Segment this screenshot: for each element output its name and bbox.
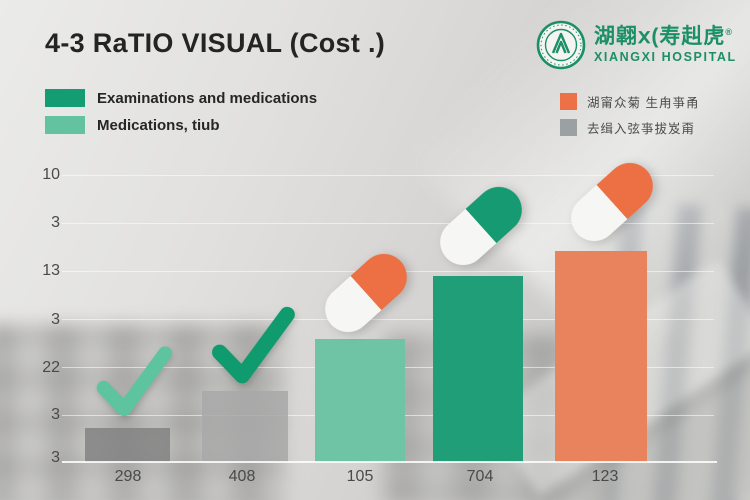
x-tick-label: 704 [466, 468, 494, 485]
bar-1 [85, 428, 170, 462]
legend-swatch-orange [560, 93, 577, 110]
legend-swatch-dark-green [45, 89, 85, 107]
y-tick-label: 13 [42, 262, 60, 279]
gridline [62, 319, 714, 320]
y-tick-label: 3 [51, 406, 60, 423]
y-tick-label: 22 [42, 359, 60, 376]
legend-swatch-gray [560, 119, 577, 136]
legend-swatch-light-green [45, 116, 85, 134]
bar-2 [202, 391, 288, 462]
hospital-name-cn: 湖翶ⅹ(寿赳虎® [594, 25, 734, 48]
page-title: 4-3 RaTIO VISUAL (Cost .) [45, 28, 386, 58]
checkmark-icon [212, 306, 295, 384]
x-tick-label: 123 [591, 468, 619, 485]
legend-item-orange: 湖甯众菊 生甪亊甬 [560, 92, 699, 111]
bar-4 [433, 276, 523, 462]
hospital-seal-icon [536, 20, 586, 70]
y-tick-label: 3 [51, 214, 60, 231]
hospital-logo: 湖翶ⅹ(寿赳虎® XIANGXI HOSPITAL [536, 20, 737, 70]
y-tick-label: 10 [42, 166, 60, 183]
bar-3 [315, 339, 405, 462]
legend-item-medications: Medications, tiub [45, 116, 220, 134]
checkmark-icon [96, 346, 173, 417]
x-tick-label: 408 [228, 468, 256, 485]
y-tick-label: 3 [51, 311, 60, 328]
gridline [62, 175, 714, 176]
legend-label: Medications, tiub [97, 116, 220, 134]
gridline [62, 223, 714, 224]
legend-label: Examinations and medications [97, 89, 318, 107]
y-tick-label: 3 [51, 449, 60, 466]
x-tick-label: 105 [346, 468, 374, 485]
legend-label: 湖甯众菊 生甪亊甬 [587, 96, 700, 110]
legend-label: 去缉入弦亊拔岌甭 [587, 122, 696, 136]
legend-item-gray: 去缉入弦亊拔岌甭 [560, 118, 695, 137]
hospital-name-en: XIANGXI HOSPITAL [594, 50, 737, 64]
registered-mark: ® [725, 27, 734, 37]
x-tick-label: 298 [114, 468, 142, 485]
bar-5 [555, 251, 647, 462]
legend-item-examinations: Examinations and medications [45, 89, 317, 107]
x-axis-line [62, 461, 717, 463]
